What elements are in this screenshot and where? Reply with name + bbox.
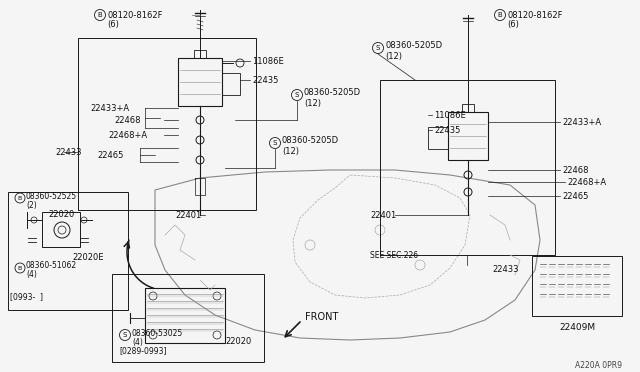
Text: 08120-8162F: 08120-8162F <box>507 10 563 19</box>
Text: 08360-53025: 08360-53025 <box>132 328 183 337</box>
Bar <box>42 212 80 247</box>
Text: 22468+A: 22468+A <box>108 131 147 140</box>
Text: SEE SEC.226: SEE SEC.226 <box>370 250 418 260</box>
Text: 08360-5205D: 08360-5205D <box>304 87 361 96</box>
Text: B: B <box>498 12 502 18</box>
Text: 11086E: 11086E <box>434 110 466 119</box>
Text: (12): (12) <box>304 99 321 108</box>
Bar <box>448 112 488 160</box>
Text: B: B <box>18 266 22 270</box>
Bar <box>78 38 256 210</box>
Text: 22401: 22401 <box>370 211 396 219</box>
Text: B: B <box>18 196 22 201</box>
Text: 08360-5205D: 08360-5205D <box>385 41 442 49</box>
Text: (2): (2) <box>26 201 36 209</box>
Text: 22020: 22020 <box>48 209 74 218</box>
Text: FRONT: FRONT <box>305 312 339 322</box>
Text: S: S <box>295 92 299 98</box>
Text: 11086E: 11086E <box>252 57 284 65</box>
Text: (6): (6) <box>507 19 519 29</box>
Text: 22468: 22468 <box>562 166 589 174</box>
Text: (4): (4) <box>26 270 37 279</box>
Bar <box>462 104 474 112</box>
Text: 22409M: 22409M <box>559 324 595 333</box>
Text: 22433+A: 22433+A <box>562 118 601 126</box>
Text: (12): (12) <box>282 147 299 155</box>
Text: 22020E: 22020E <box>72 253 104 263</box>
Bar <box>8 192 128 310</box>
Text: B: B <box>98 12 102 18</box>
Bar <box>194 50 206 58</box>
Text: 22433: 22433 <box>492 266 518 275</box>
Bar <box>380 80 555 255</box>
Bar <box>112 274 264 362</box>
Bar <box>428 127 448 149</box>
Text: 08120-8162F: 08120-8162F <box>107 10 163 19</box>
Text: S: S <box>123 332 127 338</box>
Text: 22468: 22468 <box>114 115 141 125</box>
Text: (4): (4) <box>132 337 143 346</box>
Bar <box>222 73 240 95</box>
Bar <box>145 288 225 343</box>
Text: 08360-52525: 08360-52525 <box>26 192 77 201</box>
Text: 22465: 22465 <box>562 192 588 201</box>
Text: [0289-0993]: [0289-0993] <box>119 346 166 356</box>
Text: S: S <box>273 140 277 146</box>
Text: (12): (12) <box>385 51 402 61</box>
Text: 22020: 22020 <box>225 337 252 346</box>
Text: 22433+A: 22433+A <box>90 103 129 112</box>
Text: A220A 0PR9: A220A 0PR9 <box>575 360 622 369</box>
Text: 22401: 22401 <box>175 211 201 219</box>
Text: (6): (6) <box>107 19 119 29</box>
Text: 22435: 22435 <box>434 125 460 135</box>
Text: 22465: 22465 <box>97 151 124 160</box>
Text: 22468+A: 22468+A <box>567 177 606 186</box>
Text: 08360-5205D: 08360-5205D <box>282 135 339 144</box>
Bar <box>178 58 222 106</box>
Text: 08360-51062: 08360-51062 <box>26 262 77 270</box>
Text: S: S <box>376 45 380 51</box>
Bar <box>532 256 622 316</box>
Text: 22435: 22435 <box>252 76 278 84</box>
Text: 22433: 22433 <box>55 148 81 157</box>
Text: [0993-  ]: [0993- ] <box>10 292 43 301</box>
